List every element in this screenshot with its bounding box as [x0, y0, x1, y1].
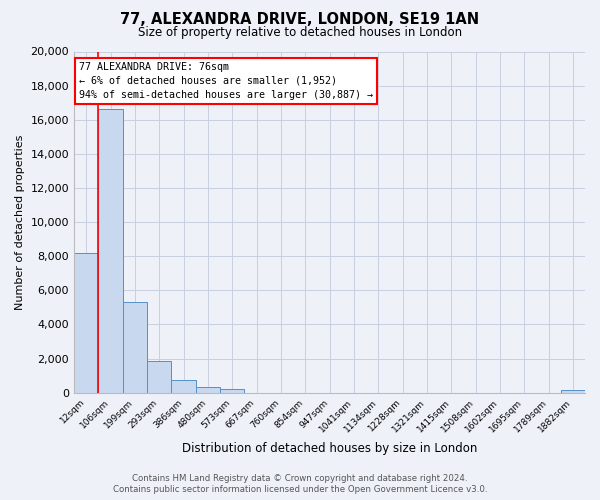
Text: 77 ALEXANDRA DRIVE: 76sqm
← 6% of detached houses are smaller (1,952)
94% of sem: 77 ALEXANDRA DRIVE: 76sqm ← 6% of detach… — [79, 62, 373, 100]
Bar — [74, 253, 98, 392]
Bar — [147, 361, 172, 392]
Text: Size of property relative to detached houses in London: Size of property relative to detached ho… — [138, 26, 462, 39]
X-axis label: Distribution of detached houses by size in London: Distribution of detached houses by size … — [182, 442, 477, 455]
Bar — [220, 388, 244, 392]
Bar — [98, 110, 123, 393]
Bar — [172, 380, 196, 392]
Text: Contains HM Land Registry data © Crown copyright and database right 2024.
Contai: Contains HM Land Registry data © Crown c… — [113, 474, 487, 494]
Bar — [560, 390, 585, 392]
Bar — [123, 302, 147, 392]
Bar — [196, 387, 220, 392]
Text: 77, ALEXANDRA DRIVE, LONDON, SE19 1AN: 77, ALEXANDRA DRIVE, LONDON, SE19 1AN — [121, 12, 479, 28]
Y-axis label: Number of detached properties: Number of detached properties — [15, 134, 25, 310]
